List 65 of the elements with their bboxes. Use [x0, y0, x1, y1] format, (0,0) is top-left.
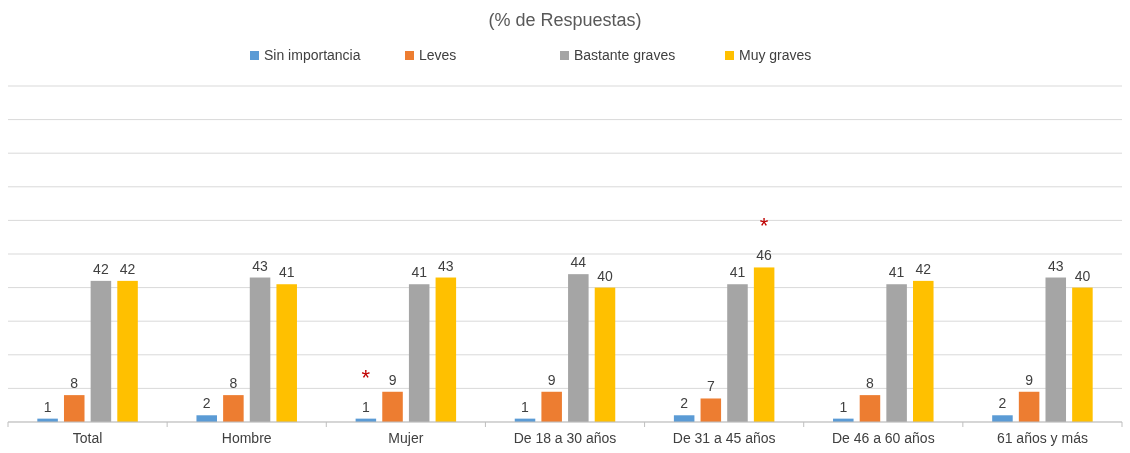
bar — [276, 284, 297, 422]
x-tick-label: De 18 a 30 años — [513, 430, 617, 446]
bar — [859, 395, 881, 422]
data-label: 41 — [729, 264, 746, 281]
bar — [1045, 277, 1067, 422]
data-label: 46 — [756, 247, 773, 264]
data-label: 1 — [839, 398, 848, 415]
bar — [90, 280, 112, 422]
data-label: 8 — [866, 375, 875, 392]
data-label: 9 — [1025, 371, 1034, 388]
data-label: 9 — [547, 371, 556, 388]
annotation: * — [759, 213, 769, 239]
data-label: 41 — [278, 264, 295, 281]
data-label: 8 — [229, 375, 238, 392]
bar — [117, 280, 138, 422]
bar — [913, 280, 934, 422]
bar — [594, 287, 616, 422]
bar — [63, 395, 85, 422]
bar — [541, 391, 562, 422]
bar — [382, 391, 403, 422]
bar — [249, 277, 271, 422]
bar — [886, 284, 907, 422]
data-label: 41 — [888, 264, 905, 281]
bar — [1072, 287, 1093, 422]
data-label: 40 — [1074, 267, 1091, 284]
x-tick-label: Hombre — [221, 430, 272, 446]
x-tick-label: De 46 a 60 años — [831, 430, 935, 446]
x-tick-label: 61 años y más — [996, 430, 1088, 446]
x-tick-label: De 31 a 45 años — [672, 430, 776, 446]
bar — [727, 284, 748, 422]
bar — [435, 277, 457, 422]
data-label: 43 — [438, 257, 454, 274]
bar — [753, 267, 775, 422]
data-label: 7 — [706, 378, 715, 395]
data-label: 1 — [521, 398, 530, 415]
bar — [223, 395, 244, 422]
data-label: 42 — [93, 260, 109, 277]
data-label: 44 — [570, 254, 587, 271]
data-label: 1 — [361, 398, 370, 415]
data-label: 1 — [43, 398, 52, 415]
data-label: 2 — [680, 395, 689, 412]
x-tick-label: Total — [72, 430, 103, 446]
data-label: 2 — [998, 395, 1007, 412]
legend-label: Muy graves — [739, 47, 812, 63]
bar — [196, 415, 217, 422]
data-label: 8 — [70, 375, 79, 392]
annotation: * — [361, 364, 371, 390]
data-label: 43 — [252, 257, 269, 274]
bar — [568, 274, 589, 422]
bar — [700, 398, 722, 422]
data-label: 43 — [1047, 257, 1064, 274]
data-label: 41 — [411, 264, 428, 281]
data-label: 2 — [202, 395, 211, 412]
data-label: 9 — [388, 371, 397, 388]
x-tick-label: Mujer — [388, 430, 424, 446]
legend-label: Bastante graves — [574, 47, 676, 63]
legend-label: Sin importancia — [264, 47, 361, 63]
bar — [1018, 391, 1040, 422]
bar — [992, 415, 1013, 422]
legend-label: Leves — [419, 47, 457, 63]
data-label: 42 — [915, 260, 932, 277]
data-label: 42 — [119, 260, 136, 277]
chart-title: (% de Respuestas) — [488, 10, 642, 30]
bar — [408, 284, 430, 422]
data-label: 40 — [597, 267, 613, 284]
